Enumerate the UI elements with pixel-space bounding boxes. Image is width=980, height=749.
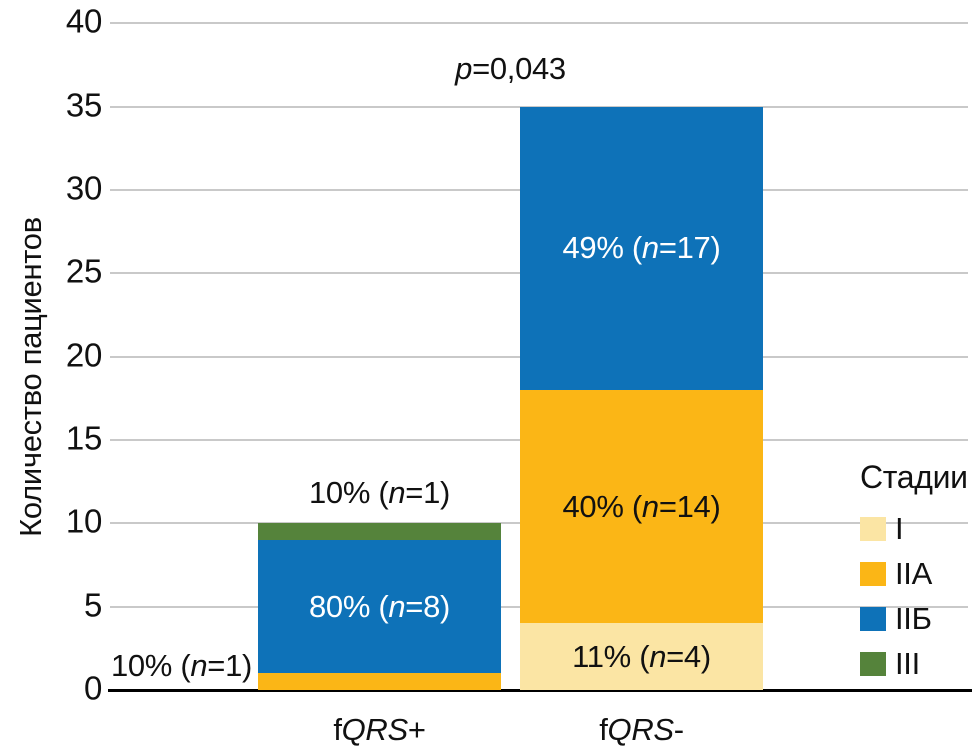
y-tick-label: 35	[65, 86, 102, 124]
legend-swatch	[860, 516, 886, 541]
legend-item-I: I	[860, 506, 968, 551]
y-tick-label: 40	[65, 2, 102, 40]
legend: Стадии I IIA IIБ III	[860, 458, 968, 686]
gridline	[110, 22, 968, 25]
legend-item-label: IIA	[895, 556, 932, 591]
p-value-annotation: p=0,043	[455, 51, 566, 86]
y-tick-label: 0	[83, 669, 102, 707]
bar-segment-IIA	[258, 673, 501, 690]
legend-item-III: III	[860, 641, 968, 686]
legend-swatch	[860, 561, 886, 586]
legend-item-IIБ: IIБ	[860, 596, 968, 641]
bar-segment-I: 11% (n=4)	[520, 623, 763, 690]
segment-label-outside-left: 10% (n=1)	[110, 648, 252, 684]
segment-label-outside-top: 10% (n=1)	[308, 475, 451, 511]
segment-label: 11% (n=4)	[572, 638, 711, 674]
bar-segment-IIБ: 49% (n=17)	[520, 106, 763, 390]
segment-label: 49% (n=17)	[562, 230, 721, 266]
y-tick-label: 30	[65, 169, 102, 207]
bar-segment-IIA: 40% (n=14)	[520, 389, 763, 624]
legend-swatch	[860, 606, 886, 631]
legend-item-label: I	[895, 511, 904, 546]
x-tick-label: fQRS-	[599, 712, 684, 747]
bar-segment-IIБ: 80% (n=8)	[258, 539, 501, 674]
x-axis-line	[108, 689, 972, 692]
y-tick-label: 20	[65, 336, 102, 374]
legend-title: Стадии	[860, 459, 968, 495]
segment-label: 40% (n=14)	[562, 488, 721, 524]
y-tick-label: 5	[83, 586, 102, 624]
bar-segment-III	[258, 523, 501, 540]
segment-label: 80% (n=8)	[308, 588, 451, 624]
x-tick-label: fQRS+	[333, 712, 426, 747]
legend-swatch	[860, 651, 886, 676]
legend-item-label: III	[895, 646, 920, 681]
legend-item-IIA: IIA	[860, 551, 968, 596]
y-tick-label: 25	[65, 252, 102, 290]
legend-item-label: IIБ	[895, 601, 932, 636]
y-tick-label: 10	[65, 502, 102, 540]
y-tick-label: 15	[65, 419, 102, 457]
